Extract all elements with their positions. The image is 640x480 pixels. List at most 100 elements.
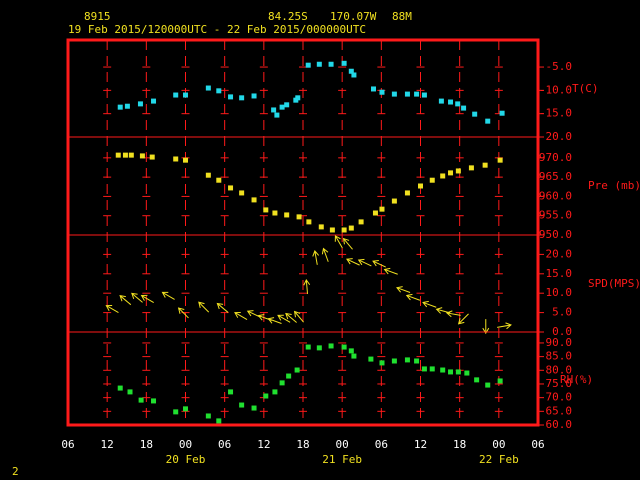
point: [305, 344, 311, 350]
point: [421, 92, 427, 98]
point: [404, 91, 410, 97]
point: [271, 107, 277, 113]
y-tick-label: 70.0: [546, 391, 573, 404]
wind-arrow: [482, 319, 490, 335]
point: [455, 101, 461, 107]
x-tick-label: 18: [296, 438, 309, 451]
point: [404, 190, 410, 196]
wind-arrow: [457, 313, 469, 325]
point: [151, 398, 157, 404]
point: [284, 212, 290, 218]
point: [461, 105, 467, 111]
point: [296, 214, 302, 220]
point: [173, 92, 179, 98]
point: [421, 366, 427, 372]
point: [358, 219, 364, 225]
point: [497, 378, 503, 384]
y-tick-label: 970.0: [539, 151, 572, 164]
point: [251, 405, 257, 411]
period: 19 Feb 2015/120000UTC - 22 Feb 2015/0000…: [68, 23, 366, 36]
point: [341, 344, 347, 350]
point: [341, 60, 347, 66]
point: [329, 227, 335, 233]
y-axis-label: T(C): [572, 82, 599, 95]
x-tick-label: 06: [61, 438, 74, 451]
date-label: 22 Feb: [479, 453, 519, 466]
y-tick-label: -20.0: [539, 130, 572, 143]
point: [306, 219, 312, 225]
point: [124, 103, 130, 109]
x-tick-label: 12: [414, 438, 427, 451]
point: [272, 389, 278, 395]
point: [379, 360, 385, 366]
point: [391, 198, 397, 204]
point: [418, 183, 423, 189]
y-axis-label: SPD(MPS): [588, 277, 640, 290]
point: [472, 111, 478, 117]
wind-arrow: [177, 307, 189, 319]
point: [391, 91, 397, 97]
point: [305, 62, 311, 68]
point: [351, 72, 357, 78]
point: [284, 102, 290, 108]
point: [279, 104, 285, 110]
x-tick-label: 06: [218, 438, 231, 451]
y-tick-label: 65.0: [546, 404, 573, 417]
y-tick-label: 5.0: [552, 306, 572, 319]
point: [468, 165, 474, 171]
x-tick-label: 00: [179, 438, 192, 451]
wind-arrow: [293, 310, 304, 323]
point: [251, 197, 257, 203]
point: [205, 85, 211, 91]
point: [414, 91, 420, 97]
wind-arrow: [312, 250, 320, 265]
point: [173, 409, 179, 415]
point: [341, 227, 347, 233]
latitude: 84.25S: [268, 10, 308, 23]
point: [183, 406, 188, 412]
point: [239, 95, 245, 101]
wind-arrow: [383, 267, 398, 275]
point: [139, 153, 145, 159]
date-label: 21 Feb: [322, 453, 362, 466]
y-tick-label: 85.0: [546, 350, 573, 363]
point: [438, 98, 444, 104]
point: [485, 118, 491, 124]
wind-arrow: [357, 258, 372, 267]
point: [149, 154, 155, 160]
point: [251, 93, 257, 99]
point: [216, 177, 222, 183]
wind-arrow: [267, 317, 282, 324]
station-id: 8915: [84, 10, 111, 23]
wind-arrow: [105, 305, 119, 314]
wind-arrow: [285, 312, 297, 323]
wind-arrow: [346, 258, 360, 266]
wind-arrow: [372, 260, 386, 268]
y-tick-label: -10.0: [539, 83, 572, 96]
wind-arrow: [445, 310, 461, 318]
wind-arrow: [161, 291, 175, 300]
wind-arrow: [422, 300, 437, 308]
point: [429, 366, 435, 372]
point: [348, 68, 354, 74]
point: [404, 357, 410, 363]
footer: 2: [12, 465, 19, 478]
point: [316, 61, 322, 67]
point: [183, 92, 188, 98]
wind-arrow: [303, 279, 311, 295]
point: [348, 348, 354, 354]
y-tick-label: 0.0: [552, 325, 572, 338]
point: [440, 367, 446, 373]
point: [128, 152, 134, 158]
frame: [66, 38, 540, 427]
point: [328, 61, 334, 67]
point: [464, 370, 470, 376]
point: [205, 413, 211, 419]
point: [272, 210, 278, 216]
x-tick-label: 18: [140, 438, 153, 451]
point: [482, 162, 488, 168]
point: [368, 356, 374, 362]
x-tick-label: 06: [375, 438, 388, 451]
x-tick-label: 12: [257, 438, 270, 451]
point: [173, 156, 179, 162]
